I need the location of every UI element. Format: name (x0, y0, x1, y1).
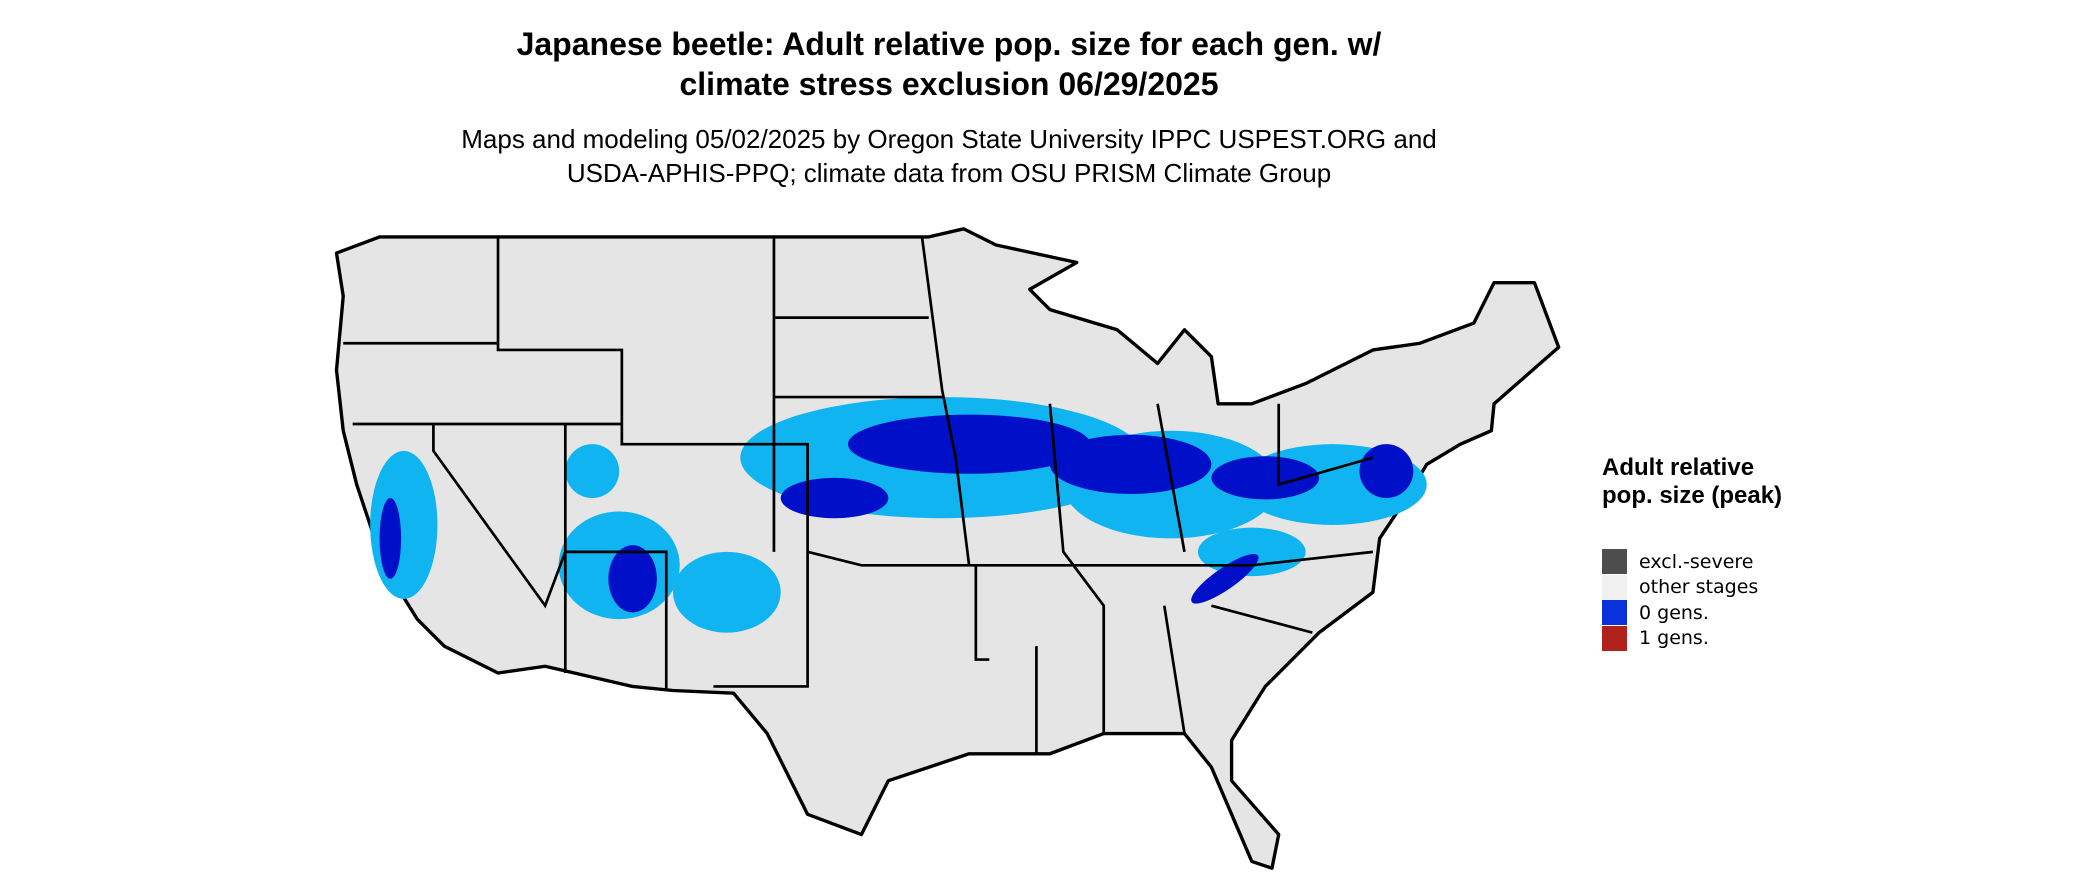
legend-swatch (1602, 625, 1627, 651)
legend-label: excl.-severe (1639, 550, 1754, 573)
legend-swatch (1602, 549, 1627, 574)
legend-item: excl.-severe (1602, 549, 1754, 574)
dark-blue-areas (379, 414, 1414, 613)
legend-label: 1 gens. (1639, 627, 1709, 650)
legend-item: other stages (1602, 574, 1759, 600)
legend-item: 0 gens. (1602, 600, 1709, 626)
map-title: Japanese beetle: Adult relative pop. siz… (516, 26, 1382, 102)
us-outline (334, 227, 1561, 870)
map-subtitle: Maps and modeling 05/02/2025 by Oregon S… (461, 124, 1437, 188)
legend-label: 0 gens. (1639, 601, 1709, 624)
legend-swatch (1602, 574, 1627, 600)
legend-title: Adult relative pop. size (peak) (1602, 454, 1783, 509)
state-lines (343, 236, 1374, 754)
legend-swatch (1602, 600, 1627, 626)
legend-label: other stages (1639, 576, 1759, 599)
legend-item: 1 gens. (1602, 625, 1709, 651)
us-map (334, 227, 1561, 870)
